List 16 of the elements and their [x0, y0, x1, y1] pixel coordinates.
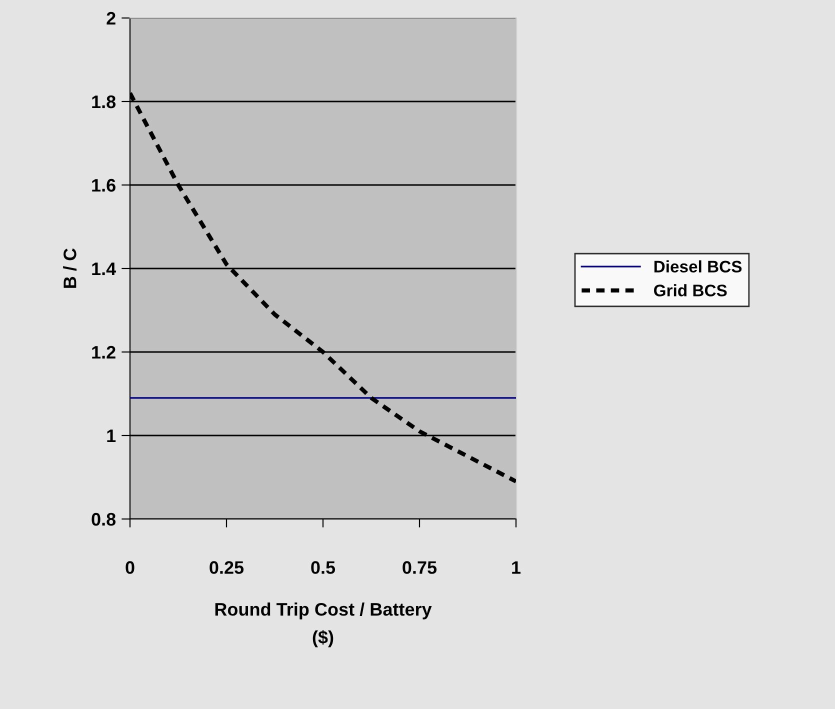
y-tick-label: 0.8 — [92, 512, 116, 526]
x-tick-label: 1 — [512, 561, 521, 574]
x-tick-label: 0.5 — [311, 561, 336, 574]
x-axis-title: Round Trip Cost / Battery ($) — [215, 602, 432, 648]
y-tick-label: 1 — [107, 430, 116, 442]
y-tick-label: 1.2 — [92, 346, 116, 359]
x-tick-label: 0.75 — [402, 561, 437, 574]
y-tick-label: 1.4 — [92, 262, 116, 276]
y-tick-label: 1.6 — [92, 178, 116, 192]
y-axis-title: B / C — [63, 248, 77, 288]
legend-label: Diesel BCS — [654, 260, 742, 273]
legend-label: Grid BCS — [654, 284, 727, 296]
y-tick-label: 2 — [106, 12, 116, 25]
y-tick-label: 1.8 — [92, 95, 116, 108]
x-tick-label: 0.25 — [210, 561, 244, 574]
x-tick-label: 0 — [126, 561, 134, 574]
